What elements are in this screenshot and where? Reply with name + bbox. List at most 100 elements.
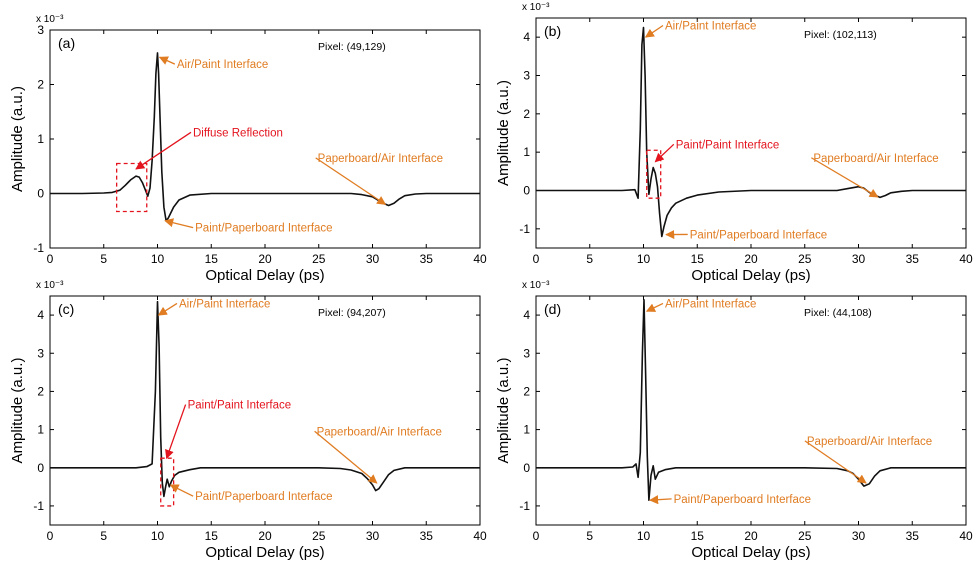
y-tick-label: 0 <box>37 187 44 201</box>
x-axis-label: Optical Delay (ps) <box>691 544 810 561</box>
y-tick-label: 2 <box>523 107 530 121</box>
x-tick-label: 30 <box>366 252 380 266</box>
exponent-label: x 10⁻³ <box>522 2 550 13</box>
signal-trace <box>536 28 966 237</box>
annotation-arrow <box>647 303 663 311</box>
annotation-paperboard-air: Paperboard/Air Interface <box>318 153 443 165</box>
pixel-label: Pixel: (49,129) <box>318 41 386 53</box>
y-axis-label: Amplitude (a.u.) <box>495 358 512 464</box>
x-tick-label: 0 <box>533 252 540 266</box>
y-tick-label: 3 <box>523 69 530 83</box>
x-tick-label: 25 <box>312 529 326 543</box>
annotation-arrow <box>159 303 177 315</box>
y-axis-label: Amplitude (a.u.) <box>9 358 26 464</box>
x-tick-label: 35 <box>420 529 434 543</box>
annotation-arrow <box>160 57 175 64</box>
y-tick-label: -1 <box>519 222 530 236</box>
annotation-arrow <box>167 405 186 459</box>
x-tick-label: 40 <box>473 252 487 266</box>
annotation-paint-paint: Paint/Paint Interface <box>188 400 292 412</box>
y-tick-label: 1 <box>37 132 44 146</box>
x-tick-label: 15 <box>205 529 219 543</box>
x-tick-label: 5 <box>100 252 107 266</box>
x-tick-label: 5 <box>586 529 593 543</box>
x-tick-label: 30 <box>366 529 380 543</box>
x-tick-label: 10 <box>637 252 651 266</box>
annotation-arrow <box>655 144 673 161</box>
highlight-box <box>117 164 147 212</box>
y-tick-label: 0 <box>523 461 530 475</box>
x-tick-label: 5 <box>100 529 107 543</box>
exponent-label: x 10⁻³ <box>522 280 550 291</box>
annotation-paperboard-air: Paperboard/Air Interface <box>807 436 932 448</box>
x-tick-label: 10 <box>151 252 165 266</box>
y-tick-label: 3 <box>37 346 44 360</box>
y-tick-label: 4 <box>523 308 530 322</box>
x-axis-label: Optical Delay (ps) <box>205 544 324 561</box>
x-tick-label: 30 <box>852 529 866 543</box>
y-tick-label: 3 <box>523 346 530 360</box>
annotation-paperboard-air: Paperboard/Air Interface <box>317 426 442 438</box>
y-tick-label: 1 <box>523 423 530 437</box>
x-tick-label: 0 <box>47 529 54 543</box>
annotation-paperboard-air: Paperboard/Air Interface <box>813 153 938 165</box>
annotation-diffuse-reflection: Diffuse Reflection <box>193 127 283 139</box>
annotation-arrow <box>136 132 191 169</box>
y-axis-label: Amplitude (a.u.) <box>495 80 512 186</box>
x-tick-label: 15 <box>691 529 705 543</box>
y-tick-label: 4 <box>37 308 44 322</box>
panel-label: (d) <box>544 301 561 317</box>
annotation-arrow <box>646 26 663 38</box>
annotation-paint-paperboard: Paint/Paperboard Interface <box>690 229 827 241</box>
pixel-label: Pixel: (102,113) <box>804 29 877 41</box>
y-tick-label: 2 <box>37 384 44 398</box>
x-axis-label: Optical Delay (ps) <box>691 267 810 284</box>
annotation-paint-paperboard: Paint/Paperboard Interface <box>195 223 332 235</box>
panel-label: (c) <box>58 301 74 317</box>
y-tick-label: -1 <box>33 499 44 513</box>
axes-frame <box>536 18 966 248</box>
y-tick-label: 1 <box>523 145 530 159</box>
panel-label: (a) <box>58 35 75 51</box>
y-tick-label: 3 <box>37 23 44 37</box>
annotation-air-paint: Air/Paint Interface <box>177 59 268 71</box>
x-tick-label: 20 <box>744 252 758 266</box>
x-tick-label: 35 <box>420 252 434 266</box>
pixel-label: Pixel: (44,108) <box>804 307 872 319</box>
annotation-arrow <box>315 431 377 483</box>
x-tick-label: 25 <box>798 529 812 543</box>
x-tick-label: 30 <box>852 252 866 266</box>
annotation-arrow <box>165 221 193 228</box>
y-tick-label: 1 <box>37 423 44 437</box>
y-tick-label: 2 <box>37 78 44 92</box>
y-tick-label: 2 <box>523 384 530 398</box>
x-tick-label: 35 <box>906 252 920 266</box>
annotation-air-paint: Air/Paint Interface <box>665 298 756 310</box>
y-tick-label: 0 <box>37 461 44 475</box>
panel-label: (b) <box>544 23 561 39</box>
y-axis-label: Amplitude (a.u.) <box>9 86 26 192</box>
y-tick-label: -1 <box>33 241 44 255</box>
annotation-paint-paperboard: Paint/Paperboard Interface <box>674 494 811 506</box>
x-tick-label: 15 <box>691 252 705 266</box>
pixel-label: Pixel: (94,207) <box>318 307 386 319</box>
x-tick-label: 0 <box>47 252 54 266</box>
exponent-label: x 10⁻³ <box>36 14 64 25</box>
annotation-air-paint: Air/Paint Interface <box>665 21 756 33</box>
x-tick-label: 20 <box>258 252 272 266</box>
y-tick-label: -1 <box>519 499 530 513</box>
signal-trace <box>536 300 966 500</box>
annotation-arrow <box>650 499 672 500</box>
y-tick-label: 4 <box>523 30 530 44</box>
y-tick-label: 0 <box>523 184 530 198</box>
axes-frame <box>536 296 966 525</box>
x-tick-label: 40 <box>473 529 487 543</box>
exponent-label: x 10⁻³ <box>36 280 64 291</box>
x-tick-label: 40 <box>959 252 973 266</box>
